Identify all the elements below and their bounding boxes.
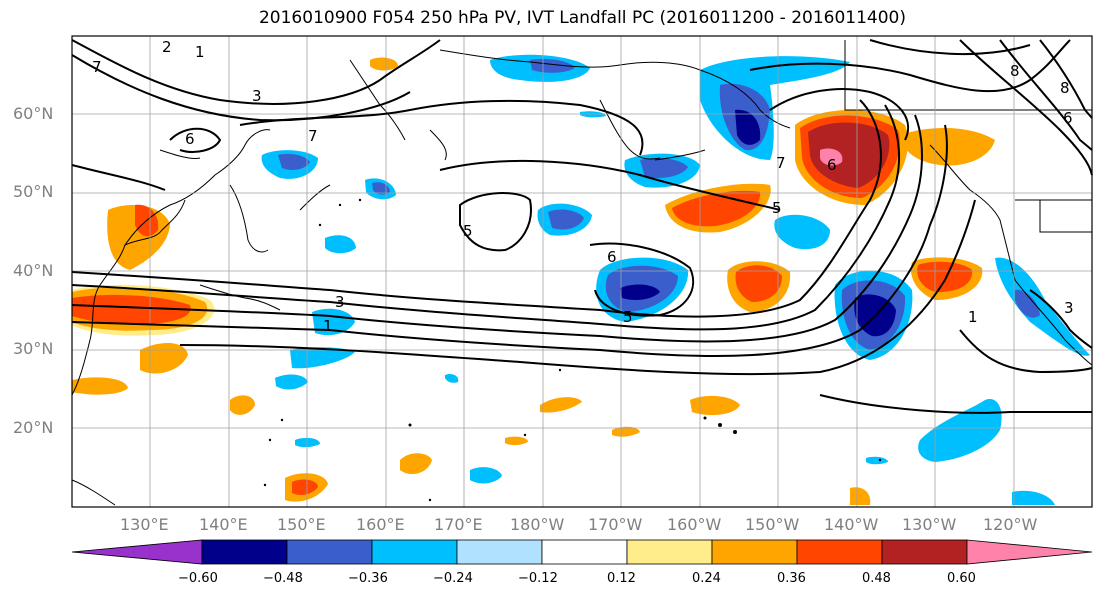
contour-label: 1 (195, 43, 205, 61)
contour-label: 5 (463, 222, 473, 240)
lat-label: 20°N (13, 418, 54, 437)
colorbar-tick: 0.36 (777, 571, 806, 586)
colorbar-segment (201, 539, 288, 565)
lon-label: 160°W (667, 515, 722, 534)
colorbar-segment (456, 539, 543, 565)
contour-label: 2 (162, 38, 172, 56)
map-frame (71, 35, 1093, 508)
map-title: 2016010900 F054 250 hPa PV, IVT Landfall… (258, 8, 906, 28)
lat-label: 50°N (13, 182, 54, 201)
lon-label: 160°E (356, 515, 405, 534)
colorbar-tick: 0.12 (607, 571, 636, 586)
lon-label: 130°E (120, 515, 169, 534)
colorbar-segment (626, 539, 713, 565)
lat-label: 40°N (13, 261, 54, 280)
colorbar-segment (71, 539, 203, 565)
colorbar-tick: −0.60 (178, 571, 218, 586)
colorbar-segment (371, 539, 458, 565)
lat-label: 30°N (13, 339, 54, 358)
lon-label: 150°E (277, 515, 326, 534)
lon-label: 140°W (824, 515, 879, 534)
colorbar-tick: 0.60 (947, 571, 976, 586)
colorbar-segment (711, 539, 798, 565)
ivt-contours (71, 39, 1093, 414)
contour-label-group: 1 2 3 3 1 6 7 5 6 5 5 7 6 8 1 3 8 6 7 (92, 38, 1074, 335)
colorbar-tick: 0.48 (862, 571, 891, 586)
contour-label: 7 (776, 154, 786, 172)
contour-label: 8 (1010, 62, 1020, 80)
lon-label: 170°W (588, 515, 643, 534)
colorbar-segment (881, 539, 968, 565)
island-dots (263, 198, 882, 502)
contour-label: 7 (92, 58, 102, 76)
contour-label: 1 (968, 308, 978, 326)
contour-label: 6 (607, 248, 617, 266)
contour-label: 6 (827, 156, 837, 174)
colorbar-segment (286, 539, 373, 565)
colorbar-segment (541, 539, 628, 565)
lon-label: 180°W (510, 515, 565, 534)
lat-label: 60°N (13, 104, 54, 123)
contour-label: 7 (308, 127, 318, 145)
lon-label: 120°W (983, 515, 1038, 534)
colorbar-tick: −0.36 (348, 571, 388, 586)
contour-label: 8 (1060, 79, 1070, 97)
colorbar (71, 539, 1093, 565)
colorbar-segment (966, 539, 1093, 565)
contour-label: 1 (323, 317, 333, 335)
lon-label: 130°W (902, 515, 957, 534)
contour-label: 3 (252, 87, 262, 105)
pv-shading (72, 54, 1090, 505)
contour-label: 3 (335, 293, 345, 311)
colorbar-tick: −0.12 (518, 571, 558, 586)
contour-label: 5 (772, 199, 782, 217)
colorbar-tick: −0.24 (433, 571, 473, 586)
colorbar-tick: −0.48 (263, 571, 303, 586)
colorbar-tick: 0.24 (692, 571, 721, 586)
contour-label: 3 (1064, 299, 1074, 317)
colorbar-segment (796, 539, 883, 565)
contour-label: 5 (623, 308, 633, 326)
lon-label: 170°E (434, 515, 483, 534)
contour-label: 6 (1063, 109, 1073, 127)
coastlines (71, 40, 1093, 506)
contour-label: 6 (185, 130, 195, 148)
lon-label: 140°E (199, 515, 248, 534)
lon-label: 150°W (745, 515, 800, 534)
